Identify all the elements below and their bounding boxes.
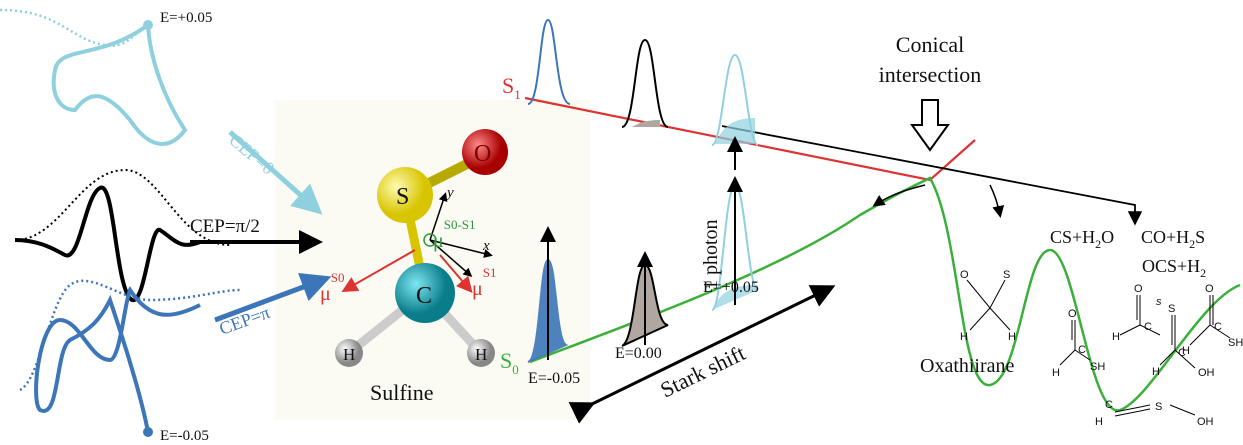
label-part: μ xyxy=(433,230,444,252)
pulse-top xyxy=(0,10,185,144)
structure-label: C xyxy=(1105,399,1113,411)
cep-label: CEP=0 xyxy=(225,130,278,179)
molecule-name: Sulfine xyxy=(370,380,434,405)
structure-label: H xyxy=(1008,331,1016,343)
structure-label: O xyxy=(1068,308,1077,320)
label-part: 0 xyxy=(512,362,519,377)
ci-label: Conical xyxy=(896,32,964,57)
product: CO+H2S xyxy=(1141,227,1205,251)
structure-label: S xyxy=(1155,401,1162,413)
label-part: OCS+H xyxy=(1142,256,1200,276)
label-part: μ xyxy=(472,278,483,300)
pulse-bottom xyxy=(20,281,240,437)
pulse-label: E=-0.05 xyxy=(160,428,209,444)
state-label: S1 xyxy=(502,73,521,102)
axis-label: x xyxy=(482,238,490,254)
label-part: S xyxy=(502,73,514,98)
structure-label: C xyxy=(1214,321,1222,333)
diagram: E=+0.05 CEP=0 CEP=π/2 E=-0.05 CEP=π S O … xyxy=(0,0,1243,445)
field-label: E=0.00 xyxy=(615,345,662,362)
label-part: CS+H xyxy=(1050,227,1095,247)
ci-arrow xyxy=(912,100,948,150)
structure-label: H xyxy=(960,331,968,343)
axis-label: y xyxy=(445,185,454,201)
structure-label: H xyxy=(1112,331,1120,343)
pulse-label: E=+0.05 xyxy=(160,10,212,26)
structure-label: s xyxy=(1156,296,1162,308)
label-part: S0-S1 xyxy=(444,217,476,232)
ci-label: intersection xyxy=(879,62,982,87)
field-label: E=-0.05 xyxy=(528,370,580,387)
atom-label: C xyxy=(416,283,432,309)
label-part: 1 xyxy=(514,87,521,102)
label-part: CO+H xyxy=(1141,227,1189,247)
product: OCS+H2 xyxy=(1142,256,1206,280)
label-part: O xyxy=(1101,227,1114,247)
cep-label: CEP=π/2 xyxy=(190,216,260,237)
structure-label: S xyxy=(1168,303,1175,315)
atom-label: H xyxy=(343,345,355,364)
structure-label: H xyxy=(1095,416,1103,428)
structure-label: SH xyxy=(1228,337,1243,349)
label-part: S xyxy=(500,348,512,373)
structure-label: O xyxy=(960,269,969,281)
structure-label: SH xyxy=(1090,361,1105,373)
label-part: 2 xyxy=(1200,266,1206,280)
structure-label: S xyxy=(1003,269,1010,281)
structure-label: C xyxy=(1078,344,1086,356)
structures xyxy=(967,280,1230,416)
product: CS+H2O xyxy=(1050,227,1114,251)
label-part: μ xyxy=(320,283,331,305)
structure-label: C xyxy=(1144,321,1152,333)
structure-label: OH xyxy=(1198,367,1215,379)
arrow xyxy=(990,185,1000,215)
structure-label: H xyxy=(1052,367,1060,379)
atom-label: H xyxy=(475,345,487,364)
structure-label: OH xyxy=(1197,416,1214,428)
atom-label: O xyxy=(474,141,491,167)
structure-label: O xyxy=(1134,283,1143,295)
isomer-name: Oxathiirane xyxy=(920,355,1015,377)
label-part: S1 xyxy=(483,265,497,280)
structure-label: H xyxy=(1182,345,1190,357)
label-part: S xyxy=(1195,227,1205,247)
structure-label: H xyxy=(1152,366,1160,378)
field-label: E=+0.05 xyxy=(703,279,759,296)
structure-label: O xyxy=(1205,283,1214,295)
label-part: S0 xyxy=(331,270,345,285)
atom-label: S xyxy=(396,184,409,210)
